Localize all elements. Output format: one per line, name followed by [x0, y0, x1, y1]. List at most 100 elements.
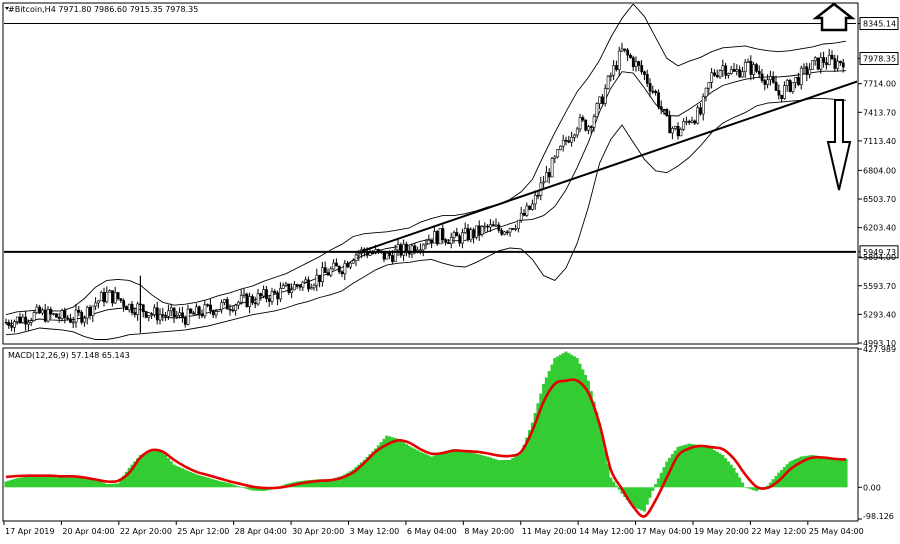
macd-bar [530, 422, 534, 488]
time-tick-label: 3 May 12:00 [349, 527, 399, 536]
macd-bar [124, 471, 128, 488]
macd-bar [567, 353, 571, 488]
macd-bar [740, 482, 744, 488]
candle-bull [743, 62, 747, 72]
candle-bull [309, 287, 313, 290]
candle-bear [738, 69, 742, 78]
macd-bar [805, 455, 809, 488]
candle-bull [290, 289, 294, 293]
macd-bar [371, 451, 375, 488]
macd-bar [477, 454, 481, 488]
macd-bar [35, 476, 39, 488]
candle-bull [85, 306, 89, 319]
price-tick-label: 7413.70 [863, 108, 896, 117]
candle-bear [267, 298, 271, 302]
candle-bear [346, 263, 350, 268]
macd-bar [656, 478, 660, 488]
candle-bull [262, 289, 266, 297]
candle-bear [18, 316, 22, 324]
macd-bar [66, 477, 70, 488]
time-tick-label: 17 May 04:00 [637, 527, 692, 536]
candle-bear [466, 228, 470, 241]
candle-bull [83, 317, 86, 323]
candle-bull [321, 267, 324, 282]
candle-bear [724, 65, 728, 76]
macd-bar [511, 457, 515, 488]
macd-bar [60, 477, 64, 488]
candle-bear [430, 239, 434, 244]
time-tick-label: 25 Apr 12:00 [177, 527, 229, 536]
candle-bear [251, 296, 254, 304]
macd-bar [63, 477, 67, 488]
macd-bar [466, 451, 470, 488]
macd-bar [52, 477, 56, 488]
candle-bear [265, 289, 268, 299]
candle-bull [41, 309, 44, 314]
macd-bar [127, 467, 131, 488]
candle-bear [38, 306, 42, 314]
macd-bar [785, 464, 789, 488]
macd-bar [766, 485, 770, 488]
candle-bear [435, 231, 439, 245]
candle-bear [55, 313, 58, 318]
candle-bear [511, 228, 515, 230]
candle-bear [49, 309, 53, 315]
macd-bar [508, 459, 512, 488]
candle-bull [785, 80, 789, 86]
candle-bear [788, 80, 792, 92]
time-tick-label: 17 Apr 2019 [5, 527, 54, 536]
macd-bar [768, 482, 772, 488]
candle-bull [368, 252, 372, 256]
candle-bull [351, 260, 355, 264]
macd-bar [119, 479, 123, 488]
macd-bar [404, 444, 408, 488]
macd-bar [382, 438, 386, 488]
macd-bar [578, 363, 582, 488]
candle-bull [449, 237, 453, 245]
time-tick-label: 22 Apr 20:00 [120, 527, 172, 536]
macd-bar [836, 458, 840, 488]
time-tick-label: 11 May 20:00 [522, 527, 577, 536]
candle-bull [203, 304, 207, 317]
candle-bull [396, 244, 400, 251]
trend-line[interactable] [359, 80, 858, 253]
macd-bar [432, 455, 436, 488]
candle-bear [687, 120, 691, 123]
candle-bear [676, 126, 680, 137]
macd-bar [85, 478, 89, 488]
candle-bull [315, 274, 319, 286]
price-panel[interactable] [2, 2, 859, 345]
candle-bull [15, 316, 19, 322]
candle-bull [741, 71, 744, 78]
macd-bar [808, 455, 812, 488]
price-axis: 8345.14 7978.35 7714.00 7413.70 7113.40 6804.… [858, 17, 899, 348]
candle-bull [475, 225, 478, 238]
candle-bull [573, 134, 576, 138]
candle-bull [108, 290, 112, 293]
macd-signal-line [5, 378, 847, 518]
candle-bull [791, 82, 795, 92]
candle-bear [830, 54, 834, 59]
candle-bear [668, 115, 672, 134]
macd-bar [449, 449, 453, 488]
macd-bar [701, 446, 705, 488]
macd-bar [648, 487, 652, 498]
candle-bear [444, 239, 448, 243]
candle-bull [531, 203, 534, 210]
macd-tick-label: -98.126 [863, 512, 894, 521]
candle-bull [673, 126, 677, 129]
macd-histogram [4, 351, 848, 512]
candle-bear [133, 312, 137, 315]
candle-bull [284, 283, 288, 286]
macd-bar [570, 354, 574, 488]
candle-bear [455, 232, 459, 237]
candle-bull [270, 291, 274, 302]
candle-bear [273, 291, 277, 294]
candle-bull [147, 315, 151, 318]
macd-panel[interactable] [2, 347, 859, 522]
macd-bar [558, 354, 562, 488]
macd-bar [729, 464, 733, 488]
candle-bull [357, 253, 361, 256]
macd-bar [721, 454, 725, 488]
